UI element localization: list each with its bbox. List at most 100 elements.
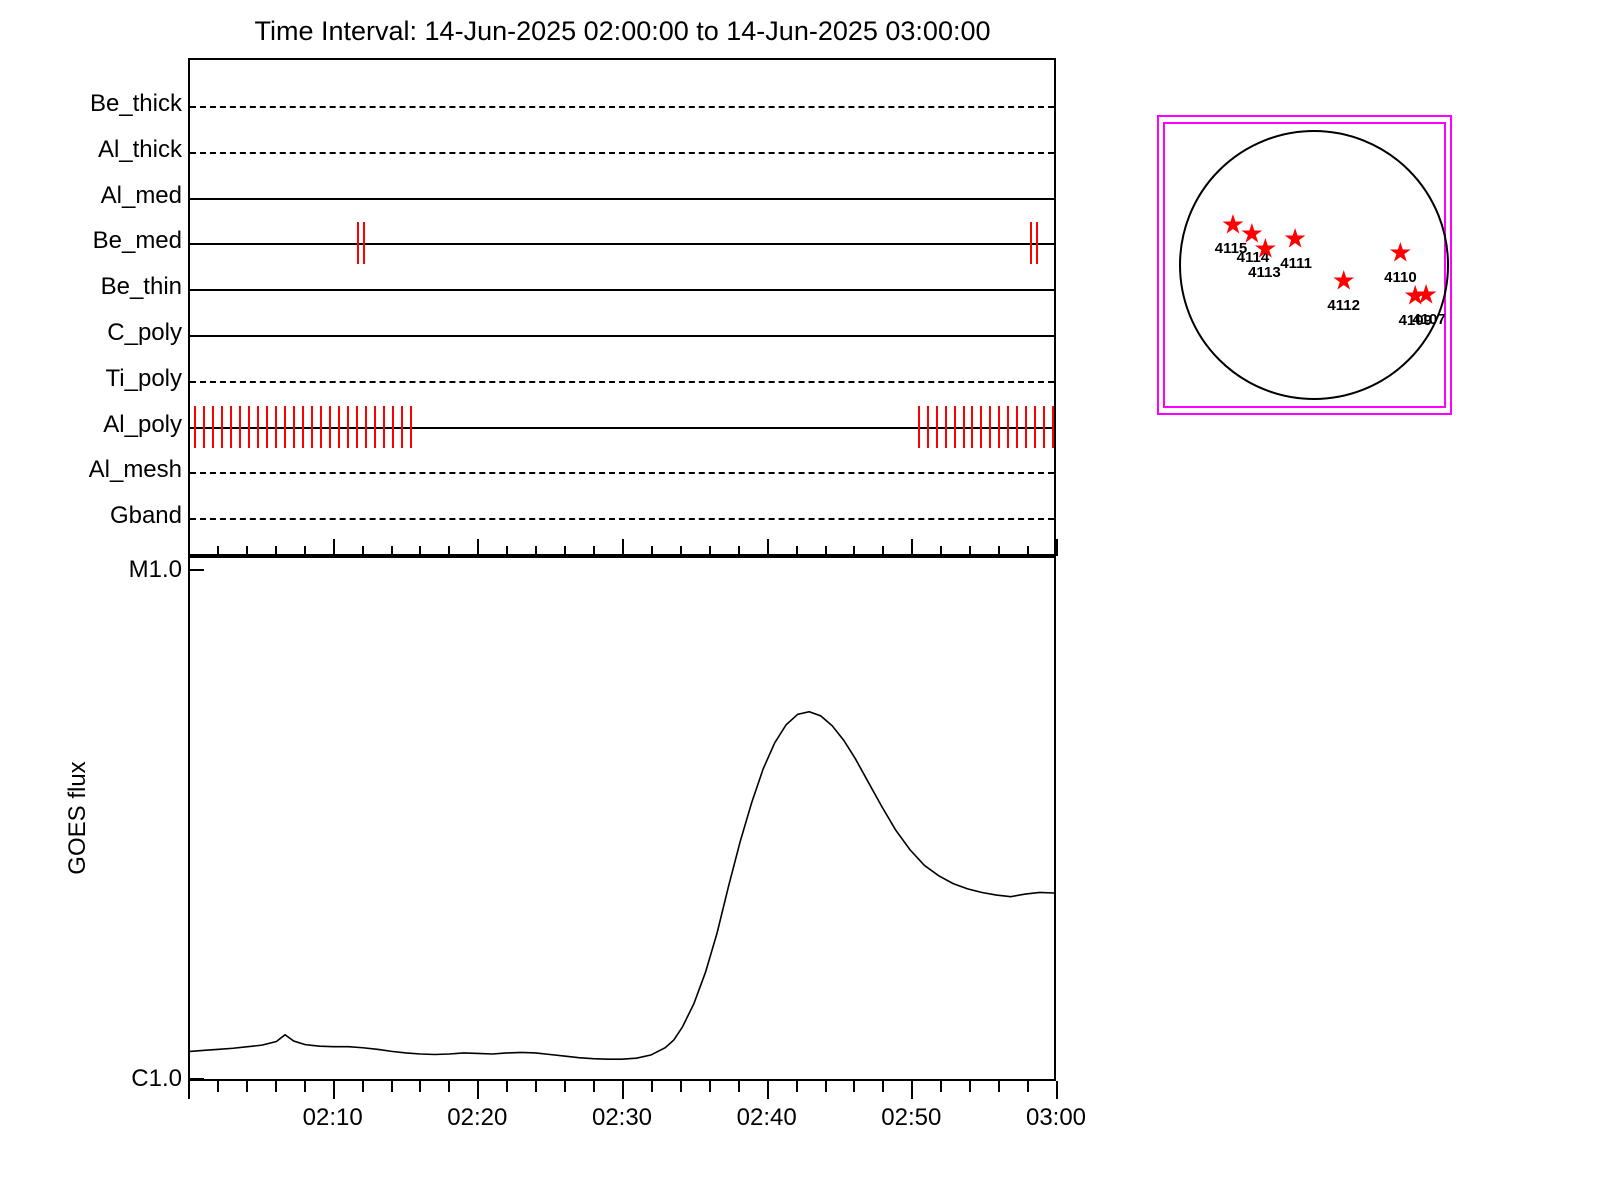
x-axis-tick (419, 1081, 422, 1092)
filter-axis-tick (593, 546, 596, 556)
observation-tick-al_poly (962, 405, 965, 448)
filter-axis-tick (564, 546, 567, 556)
x-axis-tick (650, 1081, 653, 1092)
observation-tick-al_poly (998, 405, 1001, 448)
filter-axis-tick (274, 546, 277, 556)
filter-axis-tick (303, 546, 306, 556)
active-region-marker-4109[interactable]: ★ (1403, 280, 1428, 311)
x-axis-tick (824, 1081, 827, 1092)
observation-tick-al_poly (248, 405, 251, 448)
filter-row-line-ti_poly (190, 380, 1054, 383)
active-region-label-4107: 4107 (1412, 310, 1446, 328)
active-region-marker-4110[interactable]: ★ (1388, 237, 1413, 268)
filter-label-al_med: Al_med (100, 181, 182, 209)
x-axis-tick (448, 1081, 451, 1092)
filter-axis-tick (245, 546, 248, 556)
filter-label-al_mesh: Al_mesh (88, 456, 182, 484)
sun-limb-circle (1179, 130, 1449, 400)
observation-tick-al_poly (293, 405, 295, 448)
filter-axis-tick (737, 546, 740, 556)
observation-tick-al_poly (212, 405, 215, 448)
filter-row-line-al_mesh (190, 472, 1054, 475)
x-axis-tick (303, 1081, 306, 1092)
x-axis-tick (332, 1081, 335, 1099)
filter-row-line-c_poly (190, 335, 1054, 337)
observation-tick-al_poly (328, 405, 331, 448)
x-axis-tick (188, 1081, 190, 1099)
filter-label-be_med: Be_med (92, 227, 182, 255)
filter-axis-tick (911, 539, 914, 556)
filter-row-line-be_med (190, 243, 1054, 246)
observation-tick-al_poly (364, 405, 367, 448)
x-axis-tick (737, 1081, 740, 1092)
x-axis-tick (593, 1081, 596, 1092)
active-region-marker-4115[interactable]: ★ (1220, 209, 1246, 239)
observation-tick-al_poly (1052, 405, 1055, 448)
observation-tick-al_poly (1025, 405, 1028, 448)
observation-tick-al_poly (266, 405, 269, 448)
filter-row-line-al_med (190, 197, 1054, 200)
x-axis-tick (853, 1081, 856, 1092)
filter-label-ti_poly: Ti_poly (105, 364, 182, 392)
filter-axis-tick (1056, 539, 1058, 556)
x-axis-tick (622, 1081, 624, 1099)
x-axis-tick (679, 1081, 682, 1092)
x-axis-tick (940, 1081, 943, 1092)
observation-tick-al_poly (391, 405, 394, 448)
x-axis-tick (1056, 1081, 1058, 1099)
filter-axis-tick (679, 546, 682, 556)
observation-tick-al_poly (1034, 405, 1037, 448)
goes-flux-curve (190, 558, 1054, 1079)
observation-tick-al_poly (409, 405, 412, 448)
active-region-marker-4107[interactable]: ★ (1413, 279, 1439, 310)
observation-tick-al_poly (301, 405, 304, 448)
filter-row-line-be_thick (190, 106, 1054, 108)
filter-axis-tick (535, 546, 538, 556)
filter-timeline-panel (188, 58, 1056, 556)
filter-axis-tick (622, 539, 624, 556)
filter-axis-tick (766, 539, 769, 556)
filter-axis-tick (853, 546, 856, 556)
x-tick-label-0250: 02:50 (881, 1104, 942, 1131)
active-region-marker-4113[interactable]: ★ (1253, 233, 1278, 264)
sun-frame-outer (1157, 115, 1452, 415)
observation-tick-al_poly (221, 405, 224, 448)
active-region-label-4112: 4112 (1327, 297, 1360, 315)
observation-tick-be_med (1035, 222, 1038, 265)
filter-axis-tick (332, 539, 335, 556)
x-axis-tick (216, 1081, 219, 1092)
page-title: Time Interval: 14-Jun-2025 02:00:00 to 1… (254, 16, 991, 46)
x-axis-tick (969, 1081, 972, 1092)
active-region-marker-4111[interactable]: ★ (1282, 223, 1308, 254)
filter-axis-tick (1027, 546, 1030, 556)
x-axis-tick (882, 1081, 885, 1092)
filter-axis-tick (506, 546, 509, 556)
observation-tick-al_poly (355, 405, 358, 448)
filter-axis-tick (998, 546, 1001, 556)
filter-axis-tick (969, 546, 972, 556)
filter-label-al_poly: Al_poly (103, 410, 182, 438)
observation-tick-al_poly (275, 405, 278, 448)
active-region-marker-4114[interactable]: ★ (1239, 218, 1264, 249)
observation-tick-al_poly (337, 405, 340, 448)
x-axis-tick (477, 1081, 480, 1099)
filter-axis-tick (708, 546, 711, 556)
observation-tick-al_poly (980, 405, 983, 448)
filter-label-be_thin: Be_thin (100, 273, 182, 301)
active-region-label-4114: 4114 (1236, 248, 1270, 266)
filter-label-be_thick: Be_thick (89, 90, 182, 117)
filter-axis-tick (361, 546, 364, 556)
x-tick-label-0240: 02:40 (736, 1104, 797, 1131)
observation-tick-al_poly (257, 405, 260, 448)
filter-label-c_poly: C_poly (107, 319, 182, 346)
filter-axis-tick (188, 539, 190, 556)
observation-tick-al_poly (917, 405, 920, 448)
x-axis-tick (506, 1081, 509, 1092)
observation-tick-al_poly (935, 405, 938, 448)
goes-flux-panel (188, 556, 1056, 1081)
observation-tick-al_poly (230, 405, 233, 448)
active-region-marker-4112[interactable]: ★ (1331, 265, 1356, 296)
x-tick-label-0300: 03:00 (1025, 1104, 1087, 1131)
observation-tick-al_poly (953, 405, 956, 448)
filter-axis-tick (650, 546, 653, 556)
